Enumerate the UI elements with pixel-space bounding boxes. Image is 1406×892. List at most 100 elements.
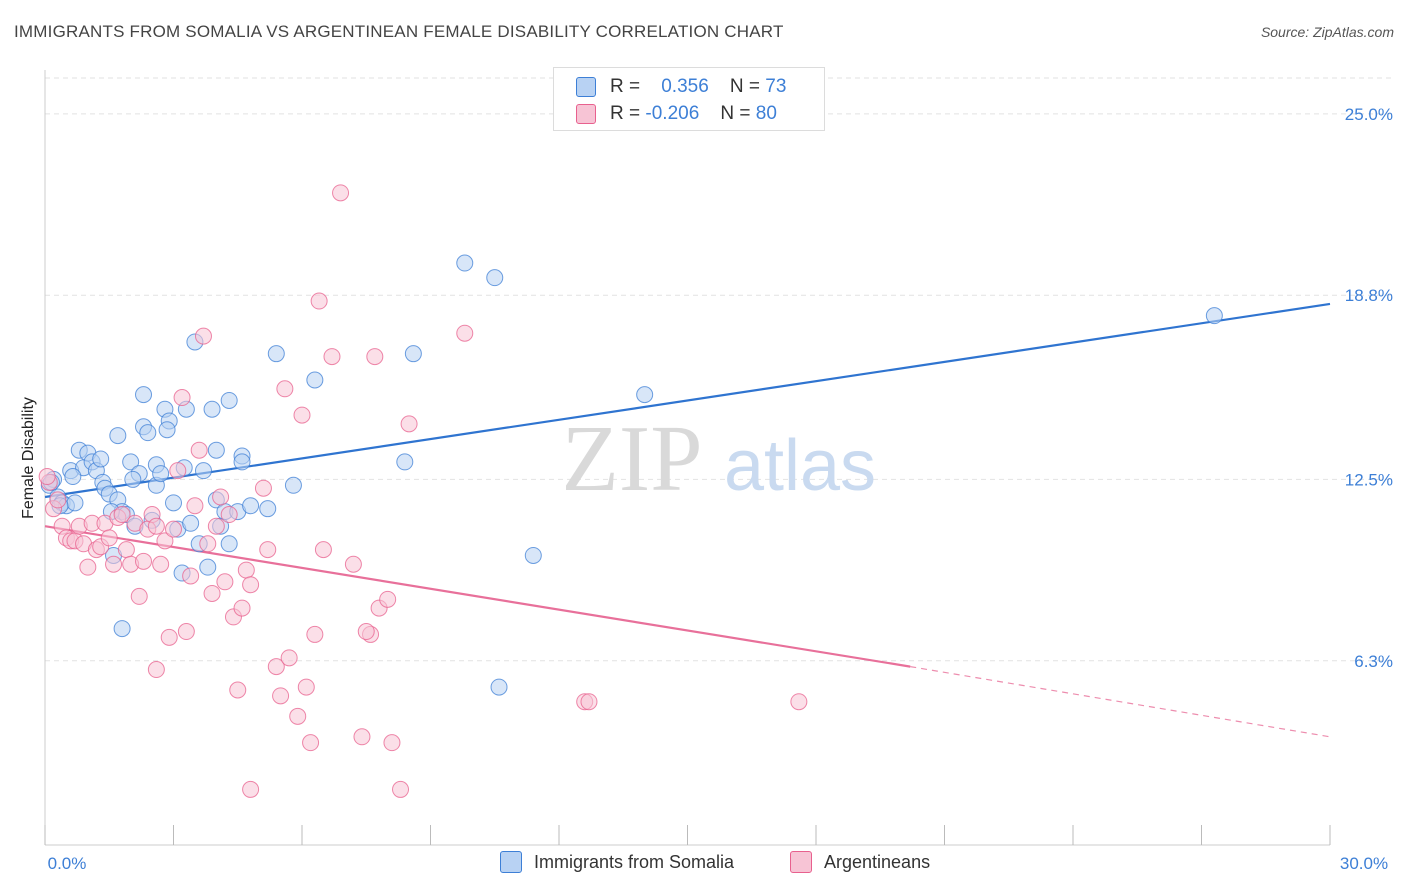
argentinean-point bbox=[302, 734, 320, 752]
somalia-point bbox=[194, 462, 212, 480]
argentinean-point bbox=[177, 623, 195, 641]
argentinean-point bbox=[229, 681, 247, 699]
argentinean-point bbox=[156, 532, 174, 550]
somalia-point bbox=[396, 453, 414, 471]
argentinean-point bbox=[216, 573, 234, 591]
argentinean-point bbox=[242, 576, 260, 594]
y-tick-label: 6.3% bbox=[1354, 652, 1393, 671]
somalia-point bbox=[66, 494, 84, 512]
argentinean-point bbox=[790, 693, 808, 711]
argentinean-point bbox=[276, 380, 294, 398]
legend-n-value: 73 bbox=[765, 76, 787, 97]
argentinean-point bbox=[190, 441, 208, 459]
argentinean-point bbox=[310, 292, 328, 310]
argentinean-point bbox=[117, 541, 135, 559]
somalia-point bbox=[267, 345, 285, 363]
argentinean-point bbox=[212, 488, 230, 506]
y-axis-label: Female Disability bbox=[20, 397, 37, 519]
argentinean-point bbox=[233, 599, 251, 617]
argentinean-point bbox=[194, 327, 212, 345]
trend-lines bbox=[44, 302, 1331, 738]
somalia-point bbox=[404, 345, 422, 363]
legend-n-label: N = bbox=[729, 76, 761, 97]
somalia-point bbox=[636, 386, 654, 404]
argentinean-point bbox=[353, 728, 371, 746]
legend-swatch-argentineans bbox=[576, 104, 596, 124]
somalia-point bbox=[165, 494, 182, 512]
somalia-point bbox=[64, 468, 82, 486]
argentinean-point bbox=[113, 506, 131, 524]
argentinean-point bbox=[392, 780, 410, 798]
somalia-point bbox=[199, 558, 217, 576]
y-tick-label: 25.0% bbox=[1345, 105, 1393, 124]
somalia-point bbox=[486, 269, 504, 287]
somalia-point bbox=[233, 453, 251, 471]
somalia-point bbox=[242, 497, 260, 515]
argentinean-point bbox=[220, 506, 238, 524]
argentinean-trend-extension bbox=[910, 666, 1331, 738]
somalia-point bbox=[207, 441, 225, 459]
series-legend: Immigrants from Somalia Argentineans bbox=[0, 851, 1406, 879]
argentinean-point bbox=[199, 535, 217, 553]
argentinean-point bbox=[580, 693, 598, 711]
argentinean-point bbox=[323, 348, 341, 366]
argentinean-point bbox=[173, 389, 191, 407]
somalia-point bbox=[456, 254, 474, 272]
somalia-point bbox=[182, 514, 200, 532]
x-tick-label: 0.0% bbox=[48, 854, 87, 873]
argentinean-point bbox=[344, 555, 362, 573]
somalia-point bbox=[284, 476, 302, 494]
series-label-somalia: Immigrants from Somalia bbox=[534, 851, 735, 872]
somalia-point bbox=[113, 620, 131, 638]
argentinean-point bbox=[169, 462, 187, 480]
legend-swatch-somalia bbox=[576, 77, 596, 97]
argentinean-point bbox=[152, 555, 170, 573]
y-tick-label: 12.5% bbox=[1345, 470, 1393, 489]
argentinean-point bbox=[366, 348, 384, 366]
series-label-argentineans: Argentineans bbox=[824, 851, 931, 872]
argentinean-point bbox=[130, 587, 148, 605]
y-tick-labels: 6.3% 12.5% 18.8% 25.0% bbox=[1345, 105, 1393, 671]
somalia-point bbox=[139, 424, 157, 442]
data-points bbox=[38, 184, 1223, 798]
axes bbox=[44, 70, 1331, 846]
legend-row-somalia: R = 0.356 N = 73 bbox=[576, 73, 786, 101]
series-legend-somalia[interactable]: Immigrants from Somalia bbox=[500, 851, 734, 873]
argentinean-point bbox=[79, 558, 97, 576]
argentinean-trend-line bbox=[44, 525, 911, 668]
somalia-point bbox=[109, 427, 127, 445]
source-label: Source: ZipAtlas.com bbox=[1260, 24, 1394, 40]
argentinean-point bbox=[456, 324, 474, 342]
argentinean-point bbox=[267, 658, 285, 676]
argentinean-point bbox=[135, 552, 153, 570]
argentinean-point bbox=[160, 628, 178, 646]
series-swatch-somalia bbox=[500, 851, 522, 873]
argentinean-point bbox=[297, 678, 315, 696]
argentinean-point bbox=[280, 649, 298, 667]
somalia-trend-line bbox=[44, 302, 1331, 499]
argentinean-point bbox=[306, 625, 324, 643]
argentinean-point bbox=[182, 567, 200, 585]
argentinean-point bbox=[383, 734, 401, 752]
argentinean-point bbox=[207, 517, 225, 535]
argentinean-point bbox=[357, 623, 375, 641]
legend-n-value: 80 bbox=[755, 103, 777, 124]
argentinean-point bbox=[165, 520, 182, 538]
argentinean-point bbox=[203, 584, 221, 602]
somalia-point bbox=[135, 386, 153, 404]
argentinean-point bbox=[100, 529, 118, 547]
somalia-point bbox=[524, 546, 542, 564]
x-tick-labels: 0.0% 30.0% bbox=[48, 854, 1388, 873]
argentinean-point bbox=[314, 541, 332, 559]
somalia-point bbox=[1205, 307, 1223, 325]
argentinean-point bbox=[237, 561, 255, 579]
argentinean-point bbox=[289, 707, 307, 725]
somalia-point bbox=[158, 421, 176, 439]
watermark: ZIP atlas bbox=[562, 407, 877, 511]
somalia-point bbox=[220, 391, 238, 409]
argentinean-point bbox=[38, 468, 56, 486]
argentinean-point bbox=[332, 184, 350, 202]
somalia-point bbox=[122, 453, 140, 471]
argentinean-point bbox=[293, 406, 311, 424]
series-legend-argentineans[interactable]: Argentineans bbox=[790, 851, 930, 873]
